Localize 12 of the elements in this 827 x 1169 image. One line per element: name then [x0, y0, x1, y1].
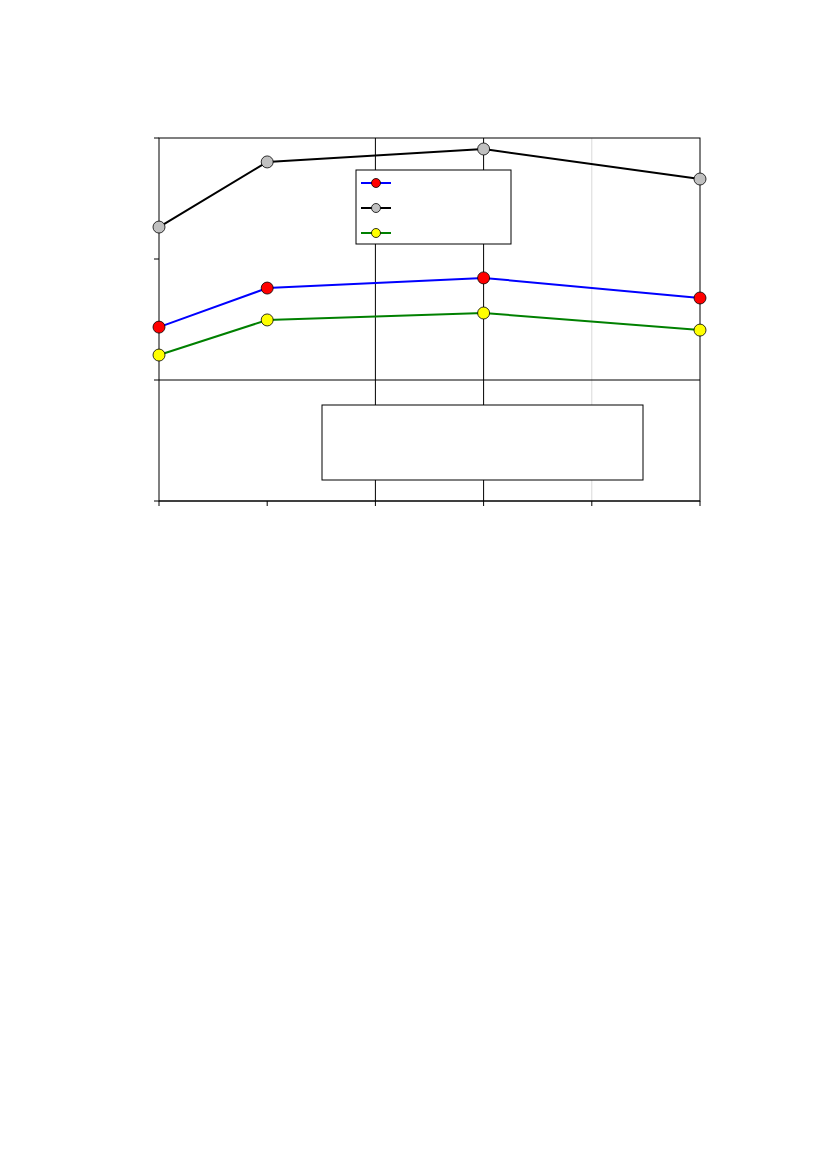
point [260, 313, 274, 327]
point [477, 142, 490, 156]
point [477, 271, 490, 285]
point [693, 291, 707, 305]
point [152, 320, 166, 334]
point [693, 172, 707, 186]
point [152, 348, 166, 362]
point [152, 220, 166, 234]
point [477, 306, 490, 320]
point [260, 155, 274, 169]
point [260, 281, 274, 295]
point [693, 323, 707, 337]
